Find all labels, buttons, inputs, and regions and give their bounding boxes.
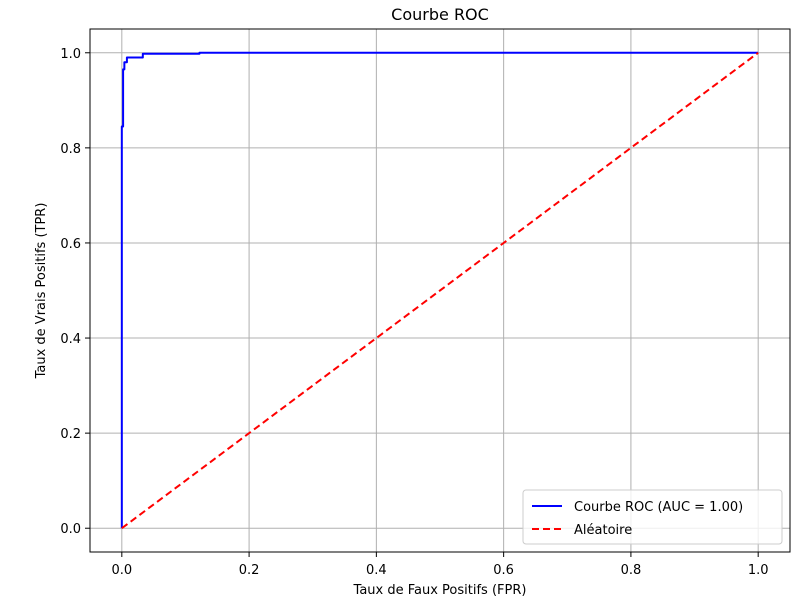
x-tick-label: 0.4	[366, 563, 387, 578]
x-axis-label: Taux de Faux Positifs (FPR)	[353, 583, 527, 598]
roc-curve-line	[120, 51, 759, 529]
y-tick-label: 1.0	[60, 47, 81, 62]
plot-frame	[89, 28, 791, 553]
random-baseline-line	[121, 51, 759, 530]
x-tick-label: 0.6	[493, 563, 514, 578]
legend-box	[522, 489, 783, 545]
y-tick-label: 0.6	[60, 237, 81, 252]
y-tick-label: 0.0	[60, 522, 81, 537]
series-layer	[120, 51, 759, 530]
legend: Courbe ROC (AUC = 1.00) Aléatoire	[522, 489, 783, 545]
x-tick-label: 0.2	[239, 563, 260, 578]
legend-label-random: Aléatoire	[574, 523, 632, 538]
ticks: 0.0 0.2 0.4 0.6 0.8 1.0 0.0 0.2 0.4 0.6 0.8 1.0	[60, 47, 768, 578]
y-tick-label: 0.4	[60, 332, 81, 347]
x-tick-label: 0.0	[111, 563, 132, 578]
x-tick-label: 0.8	[621, 563, 642, 578]
x-tick-label: 1.0	[748, 563, 769, 578]
legend-label-roc: Courbe ROC (AUC = 1.00)	[574, 500, 743, 515]
y-tick-label: 0.8	[60, 142, 81, 157]
y-axis-label: Taux de Vrais Positifs (TPR)	[34, 203, 49, 380]
y-tick-label: 0.2	[60, 427, 81, 442]
chart-title: Courbe ROC	[391, 5, 489, 24]
